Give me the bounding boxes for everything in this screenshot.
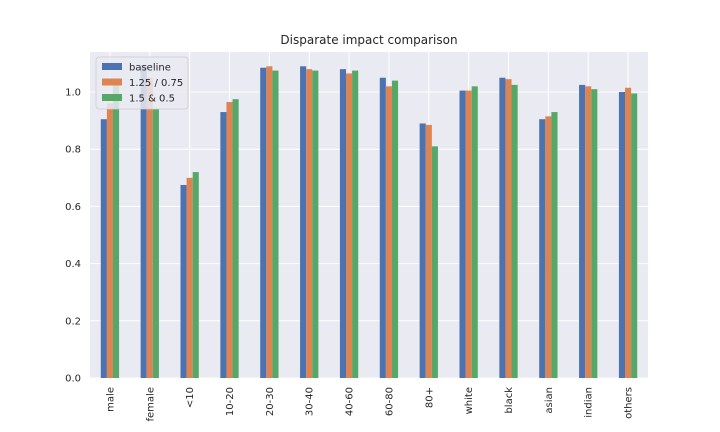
bar-1-25-0-75: [186, 177, 193, 378]
bar-baseline: [260, 67, 267, 378]
bar-1-5-0-5: [631, 93, 638, 379]
y-tick-label: 0.4: [65, 259, 81, 270]
x-tick-label: white: [464, 387, 475, 414]
x-tick-label: indian: [584, 387, 595, 418]
bar-1-5-0-5: [272, 70, 279, 379]
bar-1-5-0-5: [471, 86, 478, 378]
x-tick-labels: male female <10 10-20 20-30 30-40 40-60 60-80 80…: [105, 387, 634, 422]
bar-1-25-0-75: [306, 69, 313, 378]
y-tick-label: 0.6: [65, 202, 81, 213]
bar-1-25-0-75: [106, 103, 113, 378]
x-tick-label: 10-20: [225, 387, 236, 416]
bar-1-5-0-5: [152, 109, 159, 378]
bar-baseline: [300, 66, 307, 378]
bar-1-25-0-75: [385, 86, 392, 378]
legend-label: 1.25 / 0.75: [129, 78, 183, 89]
bar-baseline: [499, 77, 506, 378]
legend-swatch: [102, 78, 122, 86]
bar-1-5-0-5: [192, 172, 199, 378]
bar-1-25-0-75: [625, 87, 632, 379]
bar-baseline: [180, 184, 187, 378]
x-tick-label: 60-80: [384, 387, 395, 416]
bar-1-5-0-5: [352, 70, 359, 379]
bar-1-5-0-5: [312, 70, 319, 379]
x-tick-label: 40-60: [345, 387, 356, 416]
bar-1-25-0-75: [346, 73, 353, 379]
x-tick-label: black: [504, 387, 515, 414]
legend-label: baseline: [129, 63, 171, 74]
bar-baseline: [459, 90, 466, 379]
bar-1-25-0-75: [425, 124, 432, 378]
bar-1-25-0-75: [266, 66, 273, 378]
bar-1-5-0-5: [431, 146, 438, 378]
bar-baseline: [100, 119, 107, 378]
bar-1-25-0-75: [545, 116, 552, 378]
bar-baseline: [419, 123, 426, 378]
bar-1-5-0-5: [511, 84, 518, 379]
x-tick-label: male: [105, 387, 116, 412]
x-tick-label: 80+: [424, 387, 435, 408]
legend-swatch: [102, 63, 122, 70]
bar-1-5-0-5: [391, 80, 399, 378]
y-tick-label: 1.0: [65, 88, 81, 99]
bar-baseline: [339, 69, 347, 378]
bar-1-5-0-5: [591, 89, 598, 378]
legend-label: 1.5 & 0.5: [129, 94, 175, 105]
x-tick-label: 30-40: [305, 387, 316, 416]
bar-1-25-0-75: [465, 90, 472, 379]
bars: [100, 64, 638, 379]
y-tick-label: 0.2: [65, 316, 81, 327]
bar-1-25-0-75: [585, 86, 592, 378]
bar-baseline: [379, 77, 386, 378]
x-tick-label: others: [624, 387, 635, 419]
bar-1-25-0-75: [226, 102, 233, 379]
x-tick-label: female: [145, 387, 156, 421]
bar-baseline: [220, 112, 227, 378]
bar-baseline: [618, 92, 626, 378]
bar-baseline: [140, 64, 147, 379]
bar-1-5-0-5: [551, 112, 558, 378]
bar-baseline: [539, 119, 546, 378]
x-tick-label: asian: [544, 387, 555, 414]
y-tick-label: 0.0: [65, 374, 81, 385]
bar-baseline: [579, 84, 586, 379]
x-tick-label: 20-30: [265, 387, 276, 416]
y-tick-label: 0.8: [65, 145, 81, 156]
legend-swatch: [102, 94, 122, 101]
bar-1-25-0-75: [505, 79, 512, 379]
legend: baseline 1.25 / 0.75 1.5 & 0.5: [95, 56, 189, 110]
bar-1-5-0-5: [232, 99, 239, 379]
bar-1-25-0-75: [146, 77, 153, 378]
bar-1-5-0-5: [112, 82, 120, 379]
chart-title: Disparate impact comparison: [280, 33, 457, 47]
y-tick-labels: 0.0 0.2 0.4 0.6 0.8 1.0: [65, 88, 81, 385]
x-tick-label: <10: [185, 387, 196, 408]
